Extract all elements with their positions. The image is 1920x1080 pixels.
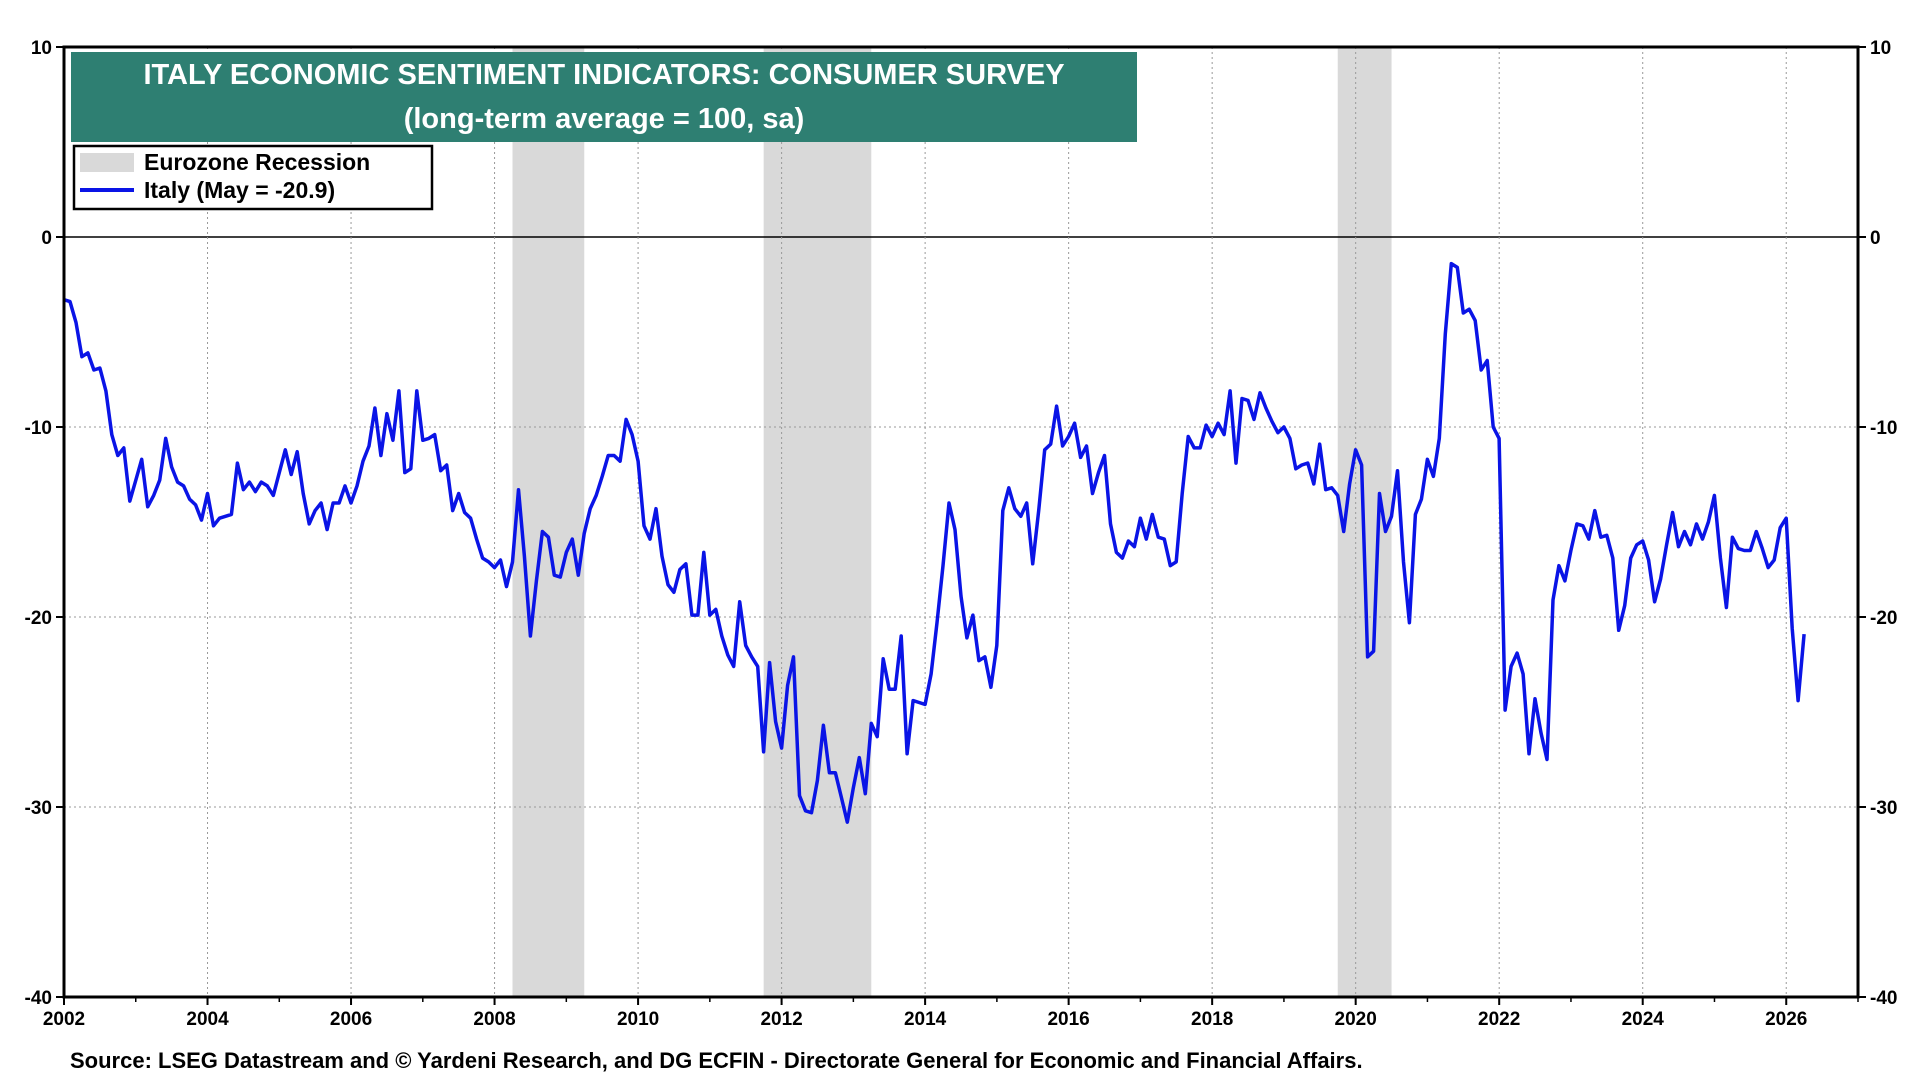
x-tick-label: 2022 xyxy=(1478,1009,1520,1030)
y-tick-label-left: 10 xyxy=(31,38,52,59)
y-tick-label-right: -30 xyxy=(1870,798,1897,819)
recession-band xyxy=(512,47,585,997)
title-box xyxy=(71,52,1137,142)
x-tick-label: 2004 xyxy=(186,1009,229,1030)
x-tick-label: 2012 xyxy=(760,1009,802,1030)
grid-lines xyxy=(64,47,1858,997)
x-tick-label: 2024 xyxy=(1622,1009,1665,1030)
y-tick-label-right: 0 xyxy=(1870,228,1881,249)
y-tick-label-left: 0 xyxy=(41,228,52,249)
y-tick-label-left: -10 xyxy=(25,418,52,439)
y-tick-label-left: -20 xyxy=(25,608,52,629)
x-tick-label: 2016 xyxy=(1047,1009,1089,1030)
source-note: Source: LSEG Datastream and © Yardeni Re… xyxy=(70,1048,1363,1073)
chart-title: ITALY ECONOMIC SENTIMENT INDICATORS: CON… xyxy=(143,59,1064,91)
y-tick-label-right: -40 xyxy=(1870,988,1897,1009)
recession-band xyxy=(763,47,872,997)
series-lines xyxy=(63,261,1806,824)
legend-recession-label: Eurozone Recession xyxy=(144,149,370,175)
y-tick-label-right: -20 xyxy=(1870,608,1897,629)
y-tick-label-left: -30 xyxy=(25,798,52,819)
chart-subtitle: (long-term average = 100, sa) xyxy=(404,103,805,135)
x-tick-label: 2006 xyxy=(330,1009,372,1030)
y-tick-label-right: 10 xyxy=(1870,38,1891,59)
legend-italy-label: Italy (May = -20.9) xyxy=(144,177,335,203)
plot-frame xyxy=(62,45,1860,999)
x-tick-label: 2010 xyxy=(617,1009,659,1030)
legend: Eurozone Recession Italy (May = -20.9) xyxy=(72,144,434,211)
x-tick-label: 2026 xyxy=(1765,1009,1807,1030)
x-tick-label: 2018 xyxy=(1191,1009,1233,1030)
x-tick-label: 2002 xyxy=(43,1009,85,1030)
x-tick-label: 2014 xyxy=(904,1009,947,1030)
legend-recession-swatch xyxy=(80,153,134,172)
x-tick-label: 2008 xyxy=(473,1009,515,1030)
series-line-italy xyxy=(63,261,1806,824)
y-tick-label-right: -10 xyxy=(1870,418,1897,439)
x-tick-label: 2020 xyxy=(1335,1009,1377,1030)
y-tick-label-left: -40 xyxy=(25,988,52,1009)
